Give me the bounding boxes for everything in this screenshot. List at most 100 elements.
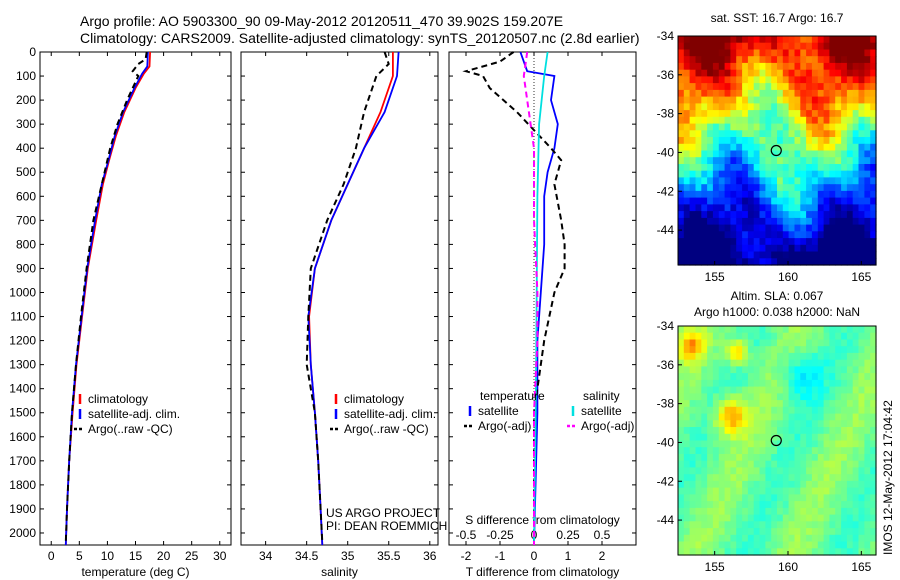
map-cell xyxy=(864,36,871,44)
map-cell xyxy=(806,339,813,347)
map-cell xyxy=(695,170,702,178)
map-cell xyxy=(852,157,860,165)
map-cell xyxy=(858,110,865,118)
map-cell xyxy=(747,413,755,421)
map-cell xyxy=(794,427,801,435)
map-cell xyxy=(864,373,871,381)
map-cell xyxy=(846,406,854,415)
map-cell xyxy=(794,501,801,509)
map-cell xyxy=(701,460,708,468)
x-tick-label: 34.5 xyxy=(295,549,319,563)
map-cell xyxy=(724,366,731,374)
map-cell xyxy=(777,137,784,145)
map-cell xyxy=(841,56,848,64)
map-cell xyxy=(823,494,830,502)
map-cell xyxy=(707,534,714,543)
map-cell xyxy=(736,96,743,104)
map-cell xyxy=(846,110,854,118)
salinity-panel: 34 34.5 35 35.5 36salinityclimatologysatelli… xyxy=(240,51,447,579)
map-cell xyxy=(736,42,743,50)
map-cell xyxy=(852,487,860,495)
map-cell xyxy=(794,69,801,77)
map-cell xyxy=(683,123,691,131)
map-cell xyxy=(742,379,749,388)
map-cell xyxy=(707,386,714,394)
map-cell xyxy=(777,480,784,489)
map-cell xyxy=(788,352,795,361)
map-cell xyxy=(811,177,819,185)
map-cell xyxy=(701,427,708,435)
map-cell xyxy=(835,123,842,131)
map-cell xyxy=(806,56,813,64)
map-cell xyxy=(747,494,755,502)
map-cell xyxy=(823,514,830,522)
map-cell xyxy=(747,184,755,192)
legend-label: climatology xyxy=(88,392,148,406)
map-cell xyxy=(835,440,842,448)
map-cell xyxy=(747,487,755,495)
map-cell xyxy=(794,494,801,502)
map-cell xyxy=(794,440,801,448)
map-cell xyxy=(683,346,691,354)
map-cell xyxy=(817,373,825,381)
map-cell xyxy=(683,244,691,253)
map-cell xyxy=(695,548,702,556)
map-cell xyxy=(864,224,871,232)
x-tick-label: 20 xyxy=(157,549,171,563)
map-cell xyxy=(712,420,720,428)
map-cell xyxy=(701,211,708,219)
map-cell xyxy=(707,332,714,340)
map-cell xyxy=(806,251,813,259)
map-cell xyxy=(736,379,743,388)
map-cell xyxy=(782,197,790,205)
map-cell xyxy=(736,36,743,44)
sst-field xyxy=(678,36,877,266)
map-cell xyxy=(718,69,726,77)
map-cell xyxy=(747,231,755,239)
map-cell xyxy=(823,420,830,428)
map-cell xyxy=(870,164,877,172)
map-cell xyxy=(794,379,801,388)
map-cell xyxy=(817,332,825,340)
map-cell xyxy=(759,110,766,118)
map-cell xyxy=(777,487,784,495)
map-cell xyxy=(788,386,795,394)
map-cell xyxy=(858,231,865,239)
map-cell xyxy=(806,244,813,253)
map-cell xyxy=(695,514,702,522)
map-cell xyxy=(852,514,860,522)
x-tick-label: 160 xyxy=(778,560,798,574)
map-cell xyxy=(678,83,685,91)
map-cell xyxy=(800,83,807,91)
map-cell xyxy=(841,474,848,482)
map-cell xyxy=(782,116,790,125)
map-cell xyxy=(858,541,865,549)
map-cell xyxy=(858,217,865,226)
map-cell xyxy=(841,413,848,421)
map-cell xyxy=(771,224,778,232)
map-cell xyxy=(794,36,801,44)
map-cell xyxy=(742,406,749,415)
map-cell xyxy=(695,89,702,98)
map-cell xyxy=(846,36,854,44)
map-cell xyxy=(678,157,685,165)
map-cell xyxy=(823,326,830,334)
map-cell xyxy=(788,36,795,44)
map-cell xyxy=(683,386,691,394)
map-cell xyxy=(753,251,761,259)
map-cell xyxy=(835,157,842,165)
map-cell xyxy=(689,251,696,259)
map-cell xyxy=(829,42,836,50)
map-cell xyxy=(841,541,848,549)
map-cell xyxy=(707,494,714,502)
map-cell xyxy=(846,258,854,266)
map-cell xyxy=(707,123,714,131)
map-cell xyxy=(771,339,778,347)
map-cell xyxy=(683,541,691,549)
map-cell xyxy=(864,137,871,145)
map-cell xyxy=(788,346,795,354)
map-cell xyxy=(724,440,731,448)
map-cell xyxy=(730,224,737,232)
map-cell xyxy=(817,501,825,509)
map-cell xyxy=(835,143,842,152)
